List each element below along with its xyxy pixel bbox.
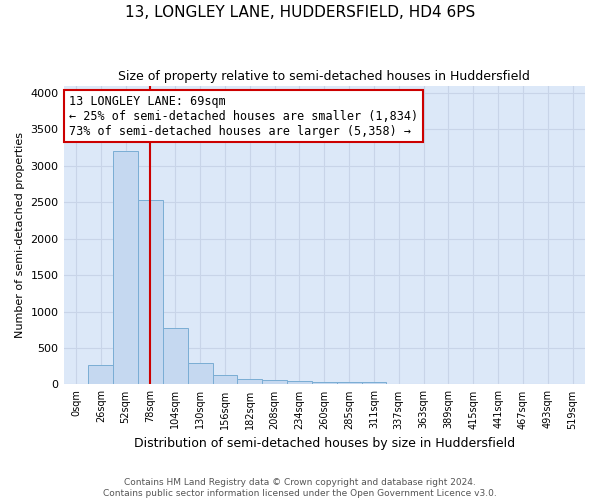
Bar [138,200,163,384]
Title: Size of property relative to semi-detached houses in Huddersfield: Size of property relative to semi-detach… [118,70,530,83]
Bar [163,328,188,384]
Text: 13 LONGLEY LANE: 69sqm
← 25% of semi-detached houses are smaller (1,834)
73% of : 13 LONGLEY LANE: 69sqm ← 25% of semi-det… [69,94,418,138]
Bar [113,151,138,384]
Bar [337,382,362,384]
Bar [188,364,212,384]
Y-axis label: Number of semi-detached properties: Number of semi-detached properties [15,132,25,338]
Bar [262,380,287,384]
Bar [362,382,386,384]
Text: 13, LONGLEY LANE, HUDDERSFIELD, HD4 6PS: 13, LONGLEY LANE, HUDDERSFIELD, HD4 6PS [125,5,475,20]
Bar [88,366,113,384]
Bar [238,378,262,384]
Bar [212,374,238,384]
X-axis label: Distribution of semi-detached houses by size in Huddersfield: Distribution of semi-detached houses by … [134,437,515,450]
Bar [287,381,312,384]
Bar [312,382,337,384]
Text: Contains HM Land Registry data © Crown copyright and database right 2024.
Contai: Contains HM Land Registry data © Crown c… [103,478,497,498]
